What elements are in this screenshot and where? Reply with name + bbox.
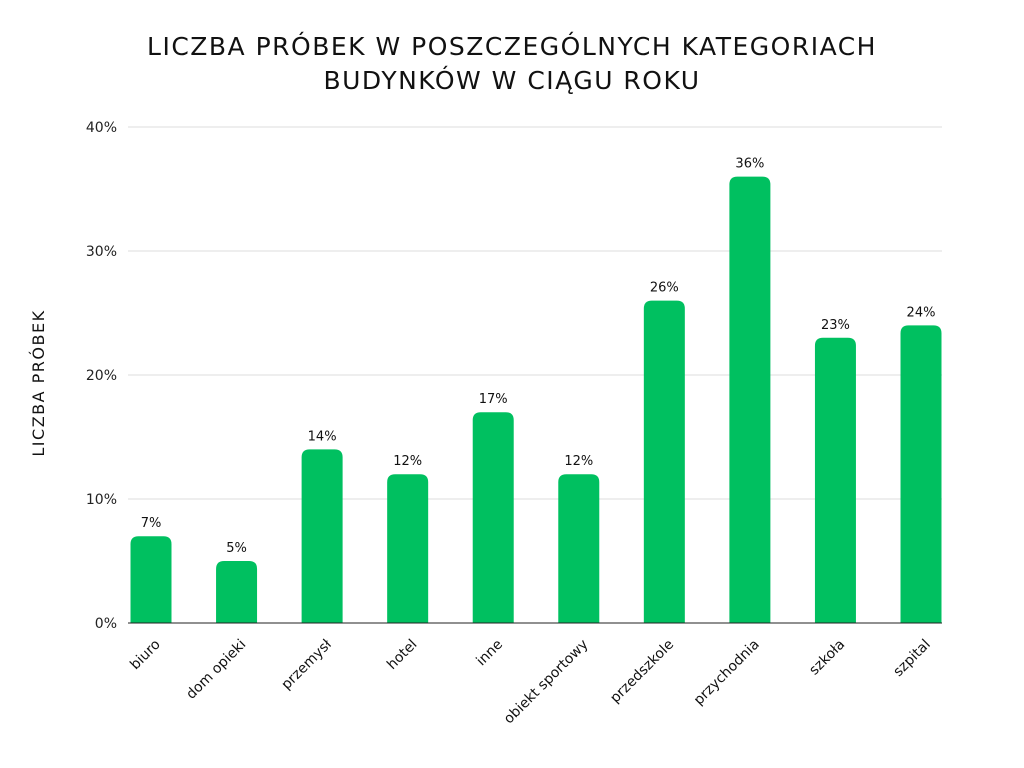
value-label-5: 12% xyxy=(564,454,593,469)
chart-title: LICZBA PRÓBEK W POSZCZEGÓLNYCH KATEGORIA… xyxy=(0,30,1024,98)
gridlines xyxy=(128,126,942,500)
x-tick-label-9: szpital xyxy=(890,637,933,680)
value-label-9: 24% xyxy=(907,305,936,320)
value-label-6: 26% xyxy=(650,281,679,296)
x-tick-label-2: przemysł xyxy=(279,637,335,693)
y-tick-label: 30% xyxy=(86,244,117,260)
y-tick-label: 10% xyxy=(86,492,117,508)
value-label-0: 7% xyxy=(141,516,162,531)
x-tick-label-8: szkoła xyxy=(806,637,848,679)
x-tick-label-3: hotel xyxy=(384,637,420,673)
bar-8 xyxy=(814,337,856,623)
bar-7 xyxy=(729,176,771,623)
chart-title-line-2: BUDYNKÓW W CIĄGU ROKU xyxy=(323,66,701,95)
y-axis-title: LICZBA PRÓBEK xyxy=(29,309,48,456)
chart-title-line-1: LICZBA PRÓBEK W POSZCZEGÓLNYCH KATEGORIA… xyxy=(147,32,877,61)
bars xyxy=(130,176,942,623)
x-tick-label-7: przychodnia xyxy=(691,637,763,709)
value-label-8: 23% xyxy=(821,318,850,333)
x-tick-label-6: przedszkole xyxy=(607,637,677,707)
value-label-3: 12% xyxy=(393,454,422,469)
value-labels: 7% 5% 14% 12% 17% 12% 26% 36% 23% 24% xyxy=(141,157,936,556)
value-label-4: 17% xyxy=(479,392,508,407)
x-tick-label-5: obiekt sportowy xyxy=(501,637,592,728)
bar-4 xyxy=(472,412,514,623)
value-label-1: 5% xyxy=(226,541,247,556)
bar-2 xyxy=(301,449,343,623)
y-tick-label: 40% xyxy=(86,120,117,136)
bar-6 xyxy=(643,300,685,623)
bar-1 xyxy=(216,561,258,623)
bar-5 xyxy=(558,474,600,623)
x-tick-label-0: biuro xyxy=(127,637,164,674)
y-axis-ticks: 0% 10% 20% 30% 40% xyxy=(86,120,117,632)
bar-0 xyxy=(130,536,172,623)
x-tick-label-4: inne xyxy=(473,637,506,670)
x-tick-label-1: dom opieki xyxy=(183,637,249,703)
value-label-7: 36% xyxy=(735,157,764,172)
y-tick-label: 20% xyxy=(86,368,117,384)
bar-9 xyxy=(900,325,942,623)
value-label-2: 14% xyxy=(308,429,337,444)
y-tick-label: 0% xyxy=(95,616,117,632)
bar-3 xyxy=(387,474,429,623)
